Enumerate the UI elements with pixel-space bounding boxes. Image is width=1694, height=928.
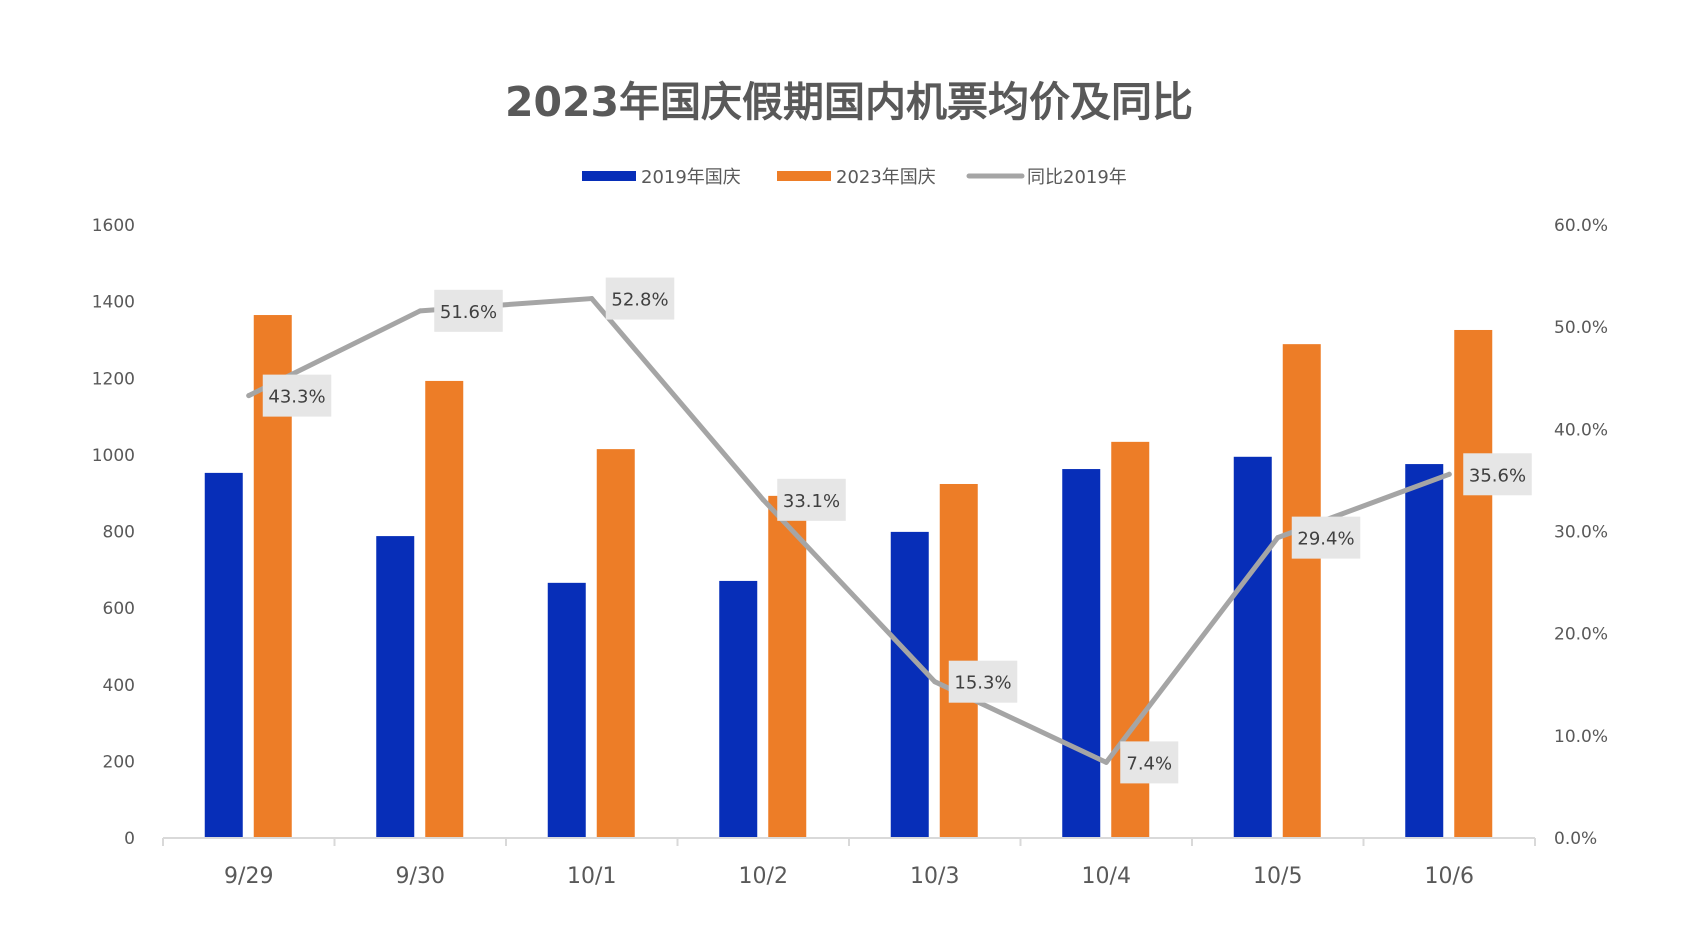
data-labels: 43.3% 51.6% 52.8% 33.1% 15.3% 7.4% 29.4% 35.6% xyxy=(262,277,1532,784)
bar-2023 xyxy=(1454,329,1493,838)
x-tick-label: 10/6 xyxy=(1425,864,1474,889)
bar-2019 xyxy=(1405,464,1444,838)
x-axis: 9/29 9/30 10/1 10/2 10/3 10/4 10/5 10/6 xyxy=(162,837,1536,889)
y-left-tick-label: 1400 xyxy=(92,293,135,313)
legend-label-2023: 2023年国庆 xyxy=(836,167,936,188)
data-label-box xyxy=(1463,453,1532,496)
bar-2023 xyxy=(425,380,464,838)
y-left-tick-label: 200 xyxy=(103,752,135,772)
chart-title: 2023年国庆假期国内机票均价及同比 xyxy=(505,78,1193,126)
legend-label-yoy: 同比2019年 xyxy=(1027,167,1127,188)
data-label-box xyxy=(262,374,332,417)
x-tick-label: 10/5 xyxy=(1253,864,1302,889)
y-axis-left: 0 200 400 600 800 1000 1200 1400 1600 xyxy=(92,216,135,849)
x-tick-label: 9/30 xyxy=(396,864,445,889)
y-right-tick-label: 40.0% xyxy=(1554,420,1608,440)
bar-2023 xyxy=(596,449,635,838)
data-label: 29.4% xyxy=(1297,529,1354,550)
bar-2019 xyxy=(376,536,415,838)
x-tick-label: 9/29 xyxy=(224,864,273,889)
data-label-box xyxy=(1120,741,1179,784)
yoy-point xyxy=(417,308,423,314)
data-label-box xyxy=(605,277,675,320)
bar-2019 xyxy=(204,472,243,838)
data-label: 52.8% xyxy=(611,290,668,311)
bar-2019 xyxy=(1062,469,1101,838)
bar-2023 xyxy=(1282,344,1321,838)
x-tick-label: 10/3 xyxy=(910,864,959,889)
bar-2019 xyxy=(547,582,586,838)
legend-label-2019: 2019年国庆 xyxy=(641,167,741,188)
legend-swatch-2019 xyxy=(582,171,636,181)
yoy-point xyxy=(1275,535,1281,541)
y-left-tick-label: 800 xyxy=(103,523,135,543)
y-axis-right: 0.0% 10.0% 20.0% 30.0% 40.0% 50.0% 60.0% xyxy=(1554,216,1608,849)
bar-2019 xyxy=(1233,456,1272,838)
y-right-tick-label: 50.0% xyxy=(1554,318,1608,338)
y-right-tick-label: 10.0% xyxy=(1554,727,1608,747)
y-right-tick-label: 60.0% xyxy=(1554,216,1608,236)
y-left-tick-label: 600 xyxy=(103,599,135,619)
legend: 2019年国庆 2023年国庆 同比2019年 xyxy=(582,167,1127,188)
y-left-tick-label: 1200 xyxy=(92,369,135,389)
data-label-box xyxy=(948,660,1018,703)
yoy-point xyxy=(1446,471,1452,477)
yoy-point xyxy=(246,393,252,399)
yoy-point xyxy=(932,679,938,685)
data-label: 51.6% xyxy=(440,302,497,323)
data-label: 15.3% xyxy=(954,673,1011,694)
data-label-box xyxy=(777,478,846,521)
data-label-box xyxy=(1291,516,1361,559)
bar-2019 xyxy=(890,531,929,838)
bar-2023 xyxy=(768,495,807,838)
x-tick-label: 10/1 xyxy=(567,864,616,889)
y-right-tick-label: 0.0% xyxy=(1554,829,1597,849)
bar-series xyxy=(204,315,1493,838)
y-left-tick-label: 400 xyxy=(103,676,135,696)
yoy-point xyxy=(760,497,766,503)
y-right-tick-label: 30.0% xyxy=(1554,523,1608,543)
data-label: 35.6% xyxy=(1469,465,1526,486)
y-left-tick-label: 1000 xyxy=(92,446,135,466)
bar-2019 xyxy=(719,580,758,838)
data-label: 7.4% xyxy=(1126,753,1172,774)
yoy-point xyxy=(1103,759,1109,765)
data-label-box xyxy=(434,289,503,332)
legend-swatch-2023 xyxy=(777,171,831,181)
y-left-tick-label: 0 xyxy=(124,829,135,849)
yoy-point xyxy=(589,296,595,302)
y-left-tick-label: 1600 xyxy=(92,216,135,236)
y-right-tick-label: 20.0% xyxy=(1554,625,1608,645)
x-tick-label: 10/4 xyxy=(1082,864,1131,889)
data-label: 43.3% xyxy=(268,387,325,408)
data-label: 33.1% xyxy=(783,491,840,512)
x-tick-label: 10/2 xyxy=(739,864,788,889)
